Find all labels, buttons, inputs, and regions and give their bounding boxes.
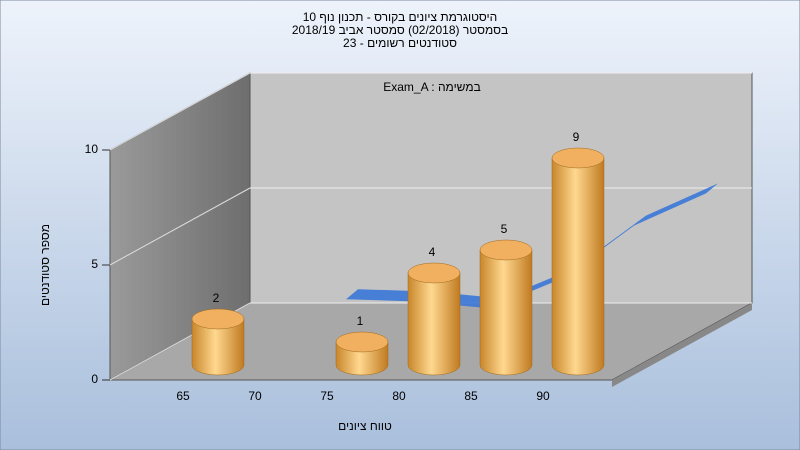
bar-top	[551, 147, 605, 169]
bar-body	[551, 157, 605, 376]
curve-ribbon	[346, 183, 718, 309]
value-label: 2	[213, 291, 220, 305]
bar	[335, 331, 389, 376]
title-line: היסטוגרמת ציונים בקורס - תכנון נוף 10	[303, 10, 498, 24]
bar-body	[407, 272, 461, 376]
value-label: 4	[429, 245, 436, 259]
bar-body	[479, 249, 533, 376]
value-label: 9	[573, 130, 580, 144]
bar-top	[407, 262, 461, 284]
y-tick-label: 10	[85, 142, 99, 156]
title-line: סטודנטים רשומים - 23	[343, 36, 457, 50]
x-tick-label: 75	[320, 389, 334, 403]
bar	[191, 308, 245, 376]
floor-edge	[612, 303, 752, 387]
bar-top	[191, 308, 245, 330]
bar	[551, 147, 605, 376]
x-tick-label: 70	[248, 389, 262, 403]
value-label: 5	[501, 222, 508, 236]
grid-line	[109, 187, 251, 266]
y-tick-label: 0	[91, 372, 98, 386]
x-tick-label: 65	[176, 389, 190, 403]
x-tick-label: 90	[536, 389, 550, 403]
grid-line	[109, 72, 251, 151]
value-label: 1	[357, 314, 364, 328]
y-tick-label: 5	[91, 257, 98, 271]
plot	[191, 147, 718, 376]
x-tick-label: 80	[392, 389, 406, 403]
bar-body	[191, 318, 245, 376]
bar-top	[335, 331, 389, 353]
title-line: בסמסטר (02/2018) סמסטר אביב 2018/19	[292, 23, 508, 37]
x-axis-label: טווח ציונים	[338, 419, 392, 433]
y-axis-label: מספר סטודנטים	[38, 224, 52, 306]
x-tick-label: 85	[464, 389, 478, 403]
bar-top	[479, 239, 533, 261]
annotation: Exam_A : במשימה	[383, 80, 481, 94]
bar	[479, 239, 533, 376]
bar	[407, 262, 461, 376]
